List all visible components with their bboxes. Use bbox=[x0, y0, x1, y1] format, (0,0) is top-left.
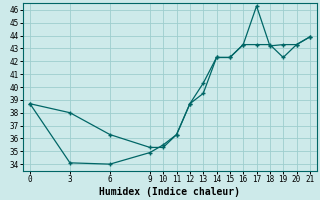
X-axis label: Humidex (Indice chaleur): Humidex (Indice chaleur) bbox=[100, 186, 240, 197]
